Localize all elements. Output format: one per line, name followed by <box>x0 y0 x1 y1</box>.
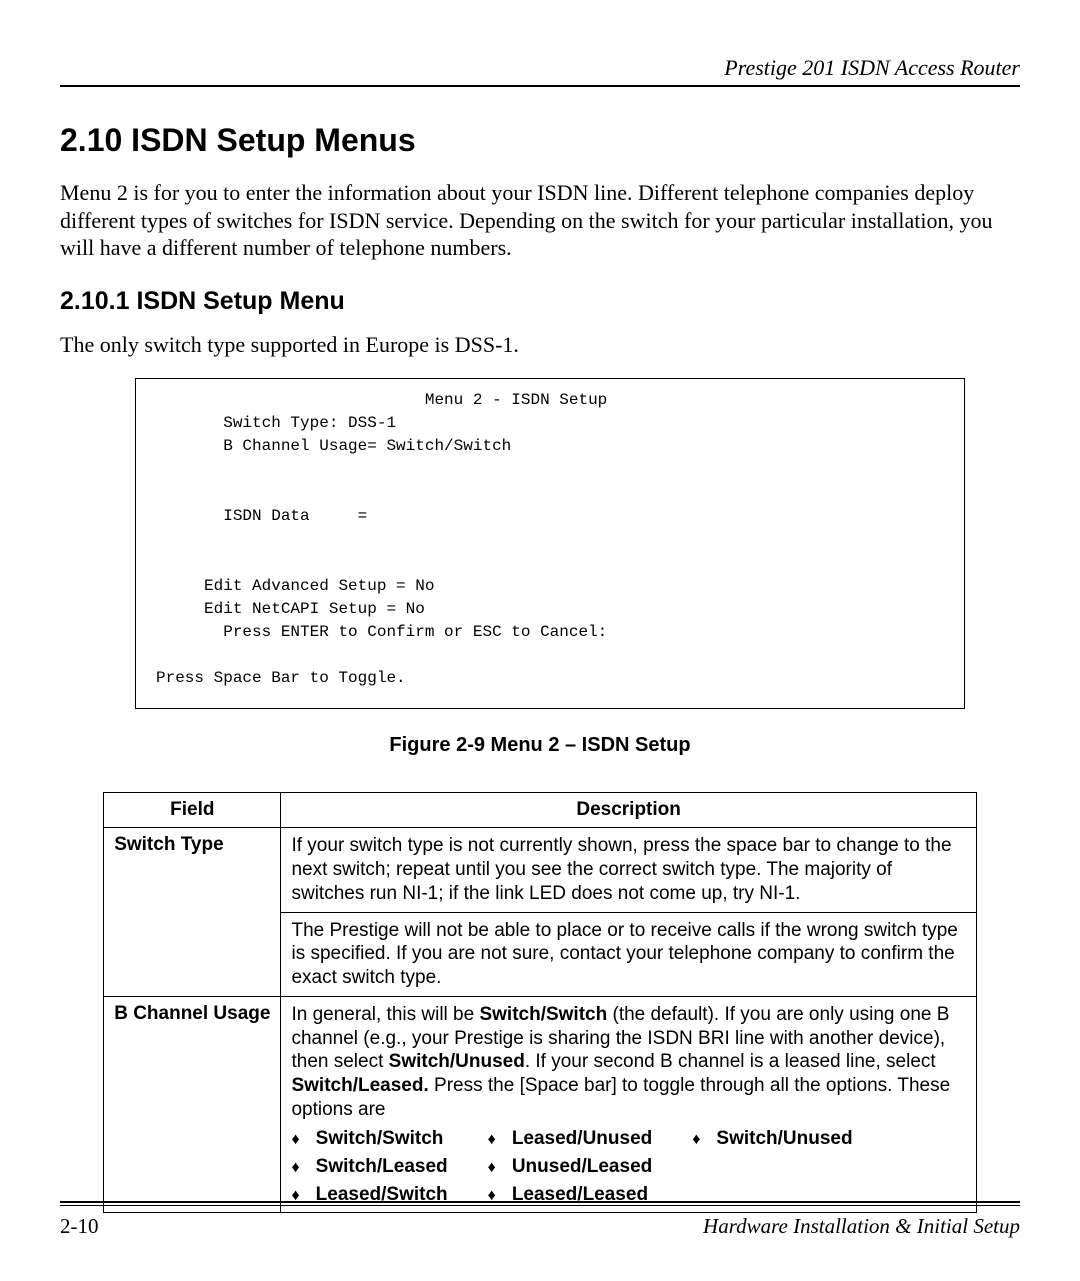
bchannel-bold1: Switch/Switch <box>479 1004 607 1025</box>
switch-type-desc-1: If your switch type is not currently sho… <box>291 834 965 905</box>
list-item: ♦ Switch/Leased <box>291 1156 447 1178</box>
figure-caption: Figure 2-9 Menu 2 – ISDN Setup <box>60 734 1020 757</box>
top-rule <box>60 85 1020 87</box>
bchannel-text: In general, this will be <box>291 1004 479 1025</box>
table-header-field: Field <box>104 793 281 828</box>
list-item: ♦ Switch/Unused <box>692 1128 852 1150</box>
page-number: 2-10 <box>60 1214 99 1239</box>
terminal-edit-netcapi: Edit NetCAPI Setup = No <box>204 600 425 618</box>
terminal-press-enter: Press ENTER to Confirm or ESC to Cancel: <box>223 623 607 641</box>
option-label: Switch/Switch <box>316 1128 444 1150</box>
terminal-isdn-data: ISDN Data = <box>223 507 367 525</box>
table-header-description: Description <box>281 793 976 828</box>
terminal-edit-advanced: Edit Advanced Setup = No <box>204 577 434 595</box>
terminal-bchannel: B Channel Usage= Switch/Switch <box>223 437 511 455</box>
field-name-bchannel: B Channel Usage <box>104 996 281 1212</box>
options-column-3: ♦ Switch/Unused <box>692 1128 852 1206</box>
field-desc-bchannel: In general, this will be Switch/Switch (… <box>281 996 976 1212</box>
options-column-2: ♦Leased/Unused ♦Unused/Leased ♦Leased/Le… <box>488 1128 653 1206</box>
intro-paragraph: Menu 2 is for you to enter the informati… <box>60 179 1020 262</box>
option-label: Switch/Leased <box>316 1156 448 1178</box>
footer-rule-thick <box>60 1201 1020 1203</box>
bullet-icon: ♦ <box>488 1131 496 1149</box>
option-label: Switch/Unused <box>716 1128 852 1150</box>
terminal-title: Menu 2 - ISDN Setup <box>156 391 607 409</box>
list-item: ♦ Leased/Unused <box>488 1128 653 1150</box>
page-footer: 2-10 Hardware Installation & Initial Set… <box>60 1201 1020 1239</box>
running-header: Prestige 201 ISDN Access Router <box>60 55 1020 85</box>
footer-rule-thin <box>60 1205 1020 1206</box>
field-desc-switch-type-p1: If your switch type is not currently sho… <box>281 828 976 912</box>
option-label: Leased/Unused <box>512 1128 652 1150</box>
bchannel-bold2: Switch/Unused <box>389 1051 525 1072</box>
bchannel-options: ♦Switch/Switch ♦Switch/Leased ♦Leased/Sw… <box>291 1128 965 1206</box>
table-row: B Channel Usage In general, this will be… <box>104 996 977 1212</box>
subsection-heading: 2.10.1 ISDN Setup Menu <box>60 287 1020 316</box>
list-item: ♦ Unused/Leased <box>488 1156 653 1178</box>
list-item: ♦ Switch/Switch <box>291 1128 447 1150</box>
footer-chapter-title: Hardware Installation & Initial Setup <box>703 1214 1020 1239</box>
field-name-switch-type: Switch Type <box>104 828 281 997</box>
bullet-icon: ♦ <box>488 1159 496 1177</box>
subsection-text: The only switch type supported in Europe… <box>60 331 1020 359</box>
bullet-icon: ♦ <box>692 1131 700 1149</box>
options-column-1: ♦Switch/Switch ♦Switch/Leased ♦Leased/Sw… <box>291 1128 447 1206</box>
bchannel-desc: In general, this will be Switch/Switch (… <box>291 1003 965 1122</box>
terminal-toggle-hint: Press Space Bar to Toggle. <box>156 669 406 687</box>
field-desc-switch-type-p2: The Prestige will not be able to place o… <box>281 912 976 996</box>
bullet-icon: ♦ <box>291 1159 299 1177</box>
option-label: Unused/Leased <box>512 1156 652 1178</box>
field-description-table: Field Description Switch Type If your sw… <box>103 792 977 1212</box>
table-row: Switch Type If your switch type is not c… <box>104 828 977 912</box>
terminal-switch-type: Switch Type: DSS-1 <box>223 414 396 432</box>
bchannel-bold3: Switch/Leased. <box>291 1075 428 1096</box>
bullet-icon: ♦ <box>291 1131 299 1149</box>
bchannel-text: . If your second B channel is a leased l… <box>525 1051 936 1072</box>
switch-type-desc-2: The Prestige will not be able to place o… <box>291 919 965 990</box>
table-header-row: Field Description <box>104 793 977 828</box>
section-heading: 2.10 ISDN Setup Menus <box>60 122 1020 159</box>
terminal-screen: Menu 2 - ISDN Setup Switch Type: DSS-1 B… <box>135 378 965 709</box>
